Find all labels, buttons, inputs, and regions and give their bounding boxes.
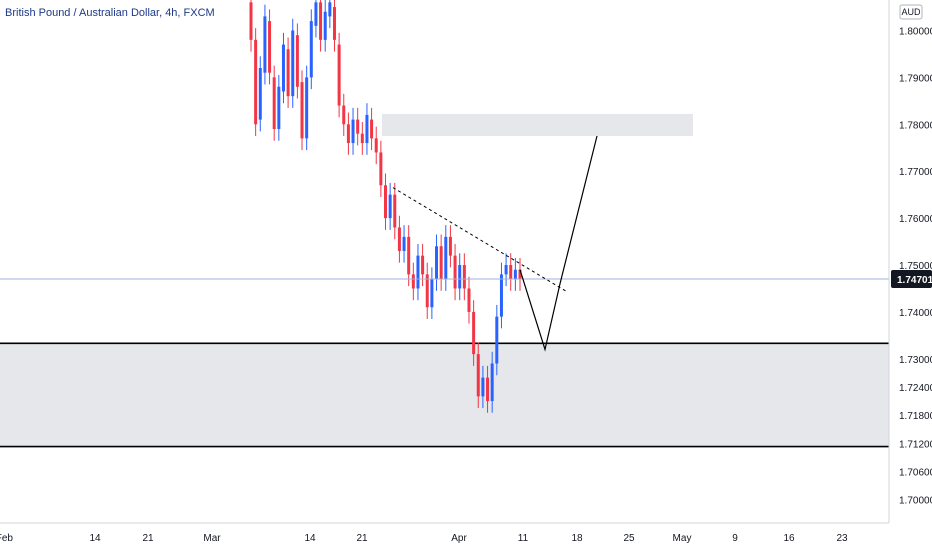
time-tick-label: Feb <box>0 533 13 544</box>
price-tick-label: 1.76000 <box>899 214 932 225</box>
candle-body <box>435 246 439 280</box>
candle-body <box>272 77 276 129</box>
time-tick-label: 16 <box>783 533 795 544</box>
candle-body <box>277 86 281 129</box>
currency-badge <box>899 4 923 20</box>
trendline <box>392 187 568 293</box>
candle-body <box>360 133 364 144</box>
candle-body <box>342 105 346 125</box>
candle-body <box>281 44 285 92</box>
time-tick-label: May <box>673 533 692 544</box>
price-tick-label: 1.73000 <box>899 355 932 366</box>
time-tick-label: 14 <box>89 533 101 544</box>
candle-body <box>430 279 434 308</box>
price-tick-label: 1.78000 <box>899 120 932 131</box>
candle-body <box>439 246 443 280</box>
candle-body <box>332 7 336 40</box>
candle-body <box>393 194 397 228</box>
last-price-label: 1.74701 <box>897 275 932 286</box>
candle-body <box>504 265 508 275</box>
currency-label: AUD <box>901 7 921 17</box>
chart-title: British Pound / Australian Dollar, 4h, F… <box>5 7 215 19</box>
candle-body <box>486 377 490 402</box>
candle-body <box>444 236 448 280</box>
candle-body <box>388 194 392 219</box>
time-tick-label: 18 <box>571 533 583 544</box>
candle-body <box>374 138 378 153</box>
candle-body <box>407 236 411 275</box>
price-tick-label: 1.77000 <box>899 167 932 178</box>
candle-body <box>254 39 258 125</box>
price-tick-label: 1.72400 <box>899 383 932 394</box>
candle-body <box>462 265 466 289</box>
candle-body <box>286 49 290 97</box>
candle-body <box>370 119 374 139</box>
candle-body <box>402 236 406 251</box>
candle-body <box>472 311 476 355</box>
time-tick-label: 21 <box>356 533 368 544</box>
last-price-badge <box>891 270 932 289</box>
time-tick-label: 23 <box>836 533 848 544</box>
time-tick-label: 11 <box>518 533 529 544</box>
price-tick-label: 1.80000 <box>899 26 932 37</box>
time-tick-label: Apr <box>451 533 467 544</box>
candle-body <box>518 269 522 280</box>
candle-body <box>384 185 387 219</box>
candle-body <box>356 119 360 134</box>
candle-body <box>323 11 327 40</box>
candle-body <box>397 227 401 251</box>
time-tick-label: 9 <box>732 533 738 544</box>
time-tick-label: 25 <box>623 533 635 544</box>
price-tick-label: 1.75000 <box>899 261 932 272</box>
candle-body <box>365 114 369 144</box>
candle-body <box>319 2 323 40</box>
candle-body <box>309 21 313 78</box>
price-tick-label: 1.79000 <box>899 73 932 84</box>
price-tick-label: 1.71200 <box>899 439 932 450</box>
candle-body <box>495 316 499 364</box>
candle-body <box>300 82 304 139</box>
candle-body <box>291 30 295 97</box>
candle-body <box>328 2 332 17</box>
candle-body <box>421 255 425 275</box>
candle-body <box>458 265 462 289</box>
candle-body <box>295 35 299 87</box>
price-tick-label: 1.70600 <box>899 467 932 478</box>
time-tick-label: Mar <box>203 533 221 544</box>
candle-body <box>379 152 383 186</box>
candle-body <box>513 269 517 280</box>
time-tick-label: 14 <box>304 533 316 544</box>
candle-body <box>467 288 471 312</box>
candle-body <box>249 2 253 40</box>
candle-body <box>490 363 494 402</box>
candle-body <box>258 68 262 120</box>
demand-zone <box>0 343 889 447</box>
candle-body <box>263 16 267 73</box>
candle-body <box>476 354 480 397</box>
candle-body <box>351 119 355 144</box>
candle-body <box>481 377 485 397</box>
candle-body <box>346 124 350 144</box>
price-tick-label: 1.74000 <box>899 308 932 319</box>
projection-path <box>519 135 598 352</box>
candle-body <box>337 44 341 106</box>
price-tick-label: 1.70000 <box>899 496 932 507</box>
candle-body <box>499 274 503 317</box>
candle-body <box>305 77 309 139</box>
price-tick-label: 1.71800 <box>899 411 932 422</box>
candle-body <box>453 255 457 289</box>
candle-body <box>268 21 272 73</box>
candle-body <box>411 274 415 289</box>
supply-zone <box>382 113 693 137</box>
time-tick-label: 21 <box>142 533 154 544</box>
candle-body <box>416 255 420 289</box>
candle-body <box>448 236 452 256</box>
candle-body <box>314 2 318 26</box>
candle-body <box>509 265 513 280</box>
candle-body <box>425 274 429 308</box>
